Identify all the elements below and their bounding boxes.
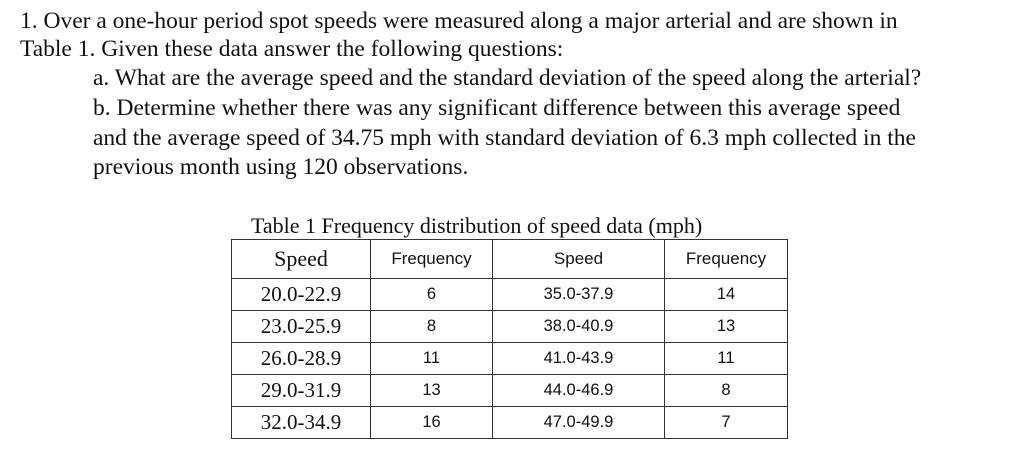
table-row: 23.0-25.9 8 38.0-40.9 13 xyxy=(231,310,788,343)
frequency-cell: 11 xyxy=(664,342,788,375)
table-caption: Table 1 Frequency distribution of speed … xyxy=(251,213,703,238)
part-a-text: a. What are the average speed and the st… xyxy=(93,65,922,91)
speed-range-cell: 20.0-22.9 xyxy=(231,278,371,311)
speed-range-cell: 26.0-28.9 xyxy=(231,342,371,375)
frequency-cell: 13 xyxy=(370,374,493,407)
frequency-cell: 11 xyxy=(370,342,493,375)
speed-range-cell: 23.0-25.9 xyxy=(231,310,371,343)
column-header-speed: Speed xyxy=(231,239,371,279)
table-row: 29.0-31.9 13 44.0-46.9 8 xyxy=(231,374,788,407)
frequency-table: Speed Frequency Speed Frequency 20.0-22.… xyxy=(231,239,788,439)
speed-range-cell: 47.0-49.9 xyxy=(492,406,665,439)
column-header-speed: Speed xyxy=(492,239,665,279)
speed-range-cell: 38.0-40.9 xyxy=(492,310,665,343)
frequency-cell: 13 xyxy=(664,310,788,343)
question-line: Table 1. Given these data answer the fol… xyxy=(20,36,564,62)
column-header-frequency: Frequency xyxy=(370,239,493,279)
table-row: 26.0-28.9 11 41.0-43.9 11 xyxy=(231,342,788,375)
frequency-cell: 14 xyxy=(664,278,788,311)
frequency-cell: 8 xyxy=(664,374,788,407)
table-row: 20.0-22.9 6 35.0-37.9 14 xyxy=(231,278,788,311)
speed-range-cell: 29.0-31.9 xyxy=(231,374,371,407)
table-row: 32.0-34.9 16 47.0-49.9 7 xyxy=(231,406,788,439)
question-line: 1. Over a one-hour period spot speeds we… xyxy=(20,8,898,34)
column-header-frequency: Frequency xyxy=(664,239,788,279)
table-header-row: Speed Frequency Speed Frequency xyxy=(231,239,788,279)
frequency-cell: 6 xyxy=(370,278,493,311)
frequency-cell: 7 xyxy=(664,406,788,439)
part-b-text: previous month using 120 observations. xyxy=(93,154,469,180)
speed-range-cell: 35.0-37.9 xyxy=(492,278,665,311)
frequency-cell: 8 xyxy=(370,310,493,343)
part-b-text: b. Determine whether there was any signi… xyxy=(93,95,901,121)
part-b-text: and the average speed of 34.75 mph with … xyxy=(93,125,916,151)
frequency-cell: 16 xyxy=(370,406,493,439)
speed-range-cell: 44.0-46.9 xyxy=(492,374,665,407)
speed-range-cell: 41.0-43.9 xyxy=(492,342,665,375)
speed-range-cell: 32.0-34.9 xyxy=(231,406,371,439)
